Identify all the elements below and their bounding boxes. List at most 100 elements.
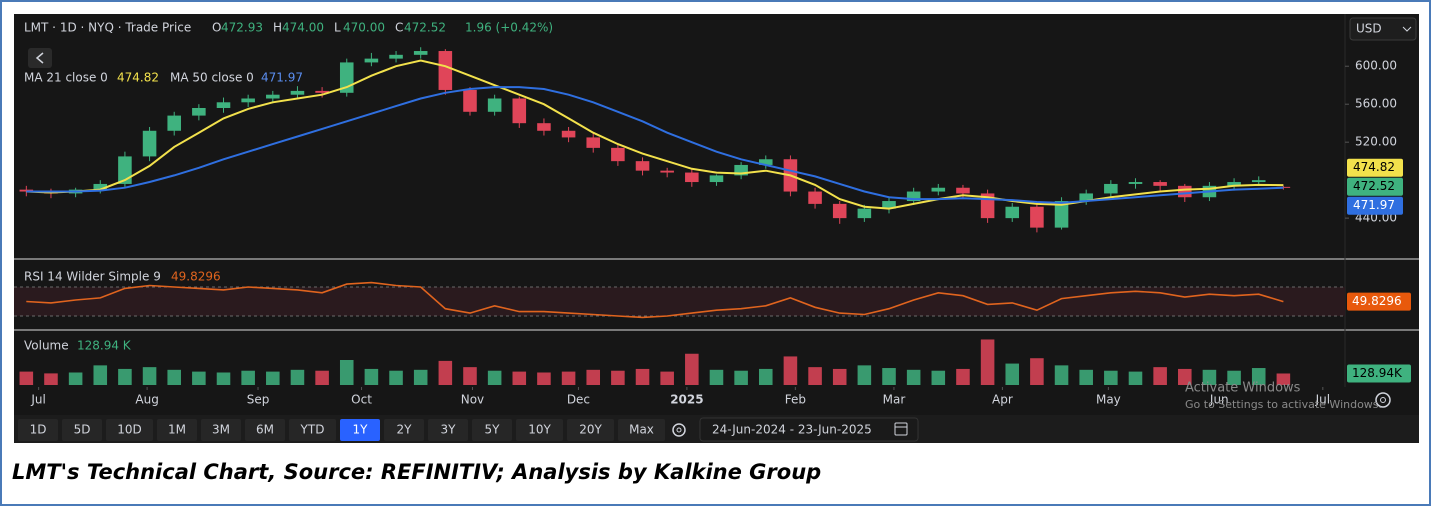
volume-bar [611, 370, 625, 385]
currency-selector[interactable] [1349, 17, 1417, 41]
candle-body [660, 170, 674, 173]
x-tick-label: 2025 [670, 393, 703, 407]
ma-legend-value: 474.82 [117, 71, 159, 85]
volume-bar [734, 370, 748, 385]
range-button[interactable] [428, 419, 468, 441]
range-button[interactable] [62, 419, 102, 441]
range-button-label: YTD [300, 423, 325, 437]
range-button[interactable] [18, 419, 58, 441]
candle-body [956, 187, 970, 194]
ohlc-value: 470.00 [343, 21, 385, 35]
range-button[interactable] [106, 419, 153, 441]
range-button-label: 1D [30, 423, 47, 437]
range-button-label: 20Y [579, 423, 602, 437]
volume-bar [487, 370, 502, 385]
x-tick-label: Nov [461, 393, 484, 407]
candle-body [537, 123, 551, 131]
ma-legend-value: 471.97 [261, 71, 303, 85]
candle-body [931, 187, 946, 192]
ma-legend-name: MA 21 close 0 [24, 71, 108, 85]
collapse-icon [35, 52, 44, 64]
volume-bar [93, 365, 108, 385]
candle-body [709, 175, 724, 183]
volume-bar [19, 371, 34, 385]
range-button-label: 1Y [353, 423, 369, 437]
range-button[interactable] [516, 419, 563, 441]
symbol-label: LMT · 1D · NYQ · Trade Price [24, 21, 191, 35]
volume-bar [315, 370, 329, 385]
axis-settings-icon[interactable] [1375, 392, 1391, 408]
volume-bar [1153, 367, 1167, 385]
toolbar-settings-icon-core [676, 427, 682, 433]
candle-body [364, 58, 379, 63]
candle-body [832, 203, 847, 219]
candle-body [1005, 206, 1020, 219]
volume-bar [1005, 363, 1020, 385]
range-button[interactable] [472, 419, 512, 441]
volume-bar [266, 371, 280, 385]
candle-body [906, 191, 921, 202]
ohlc-prefix: L [334, 21, 341, 35]
candle-body [1227, 182, 1241, 186]
volume-bar [906, 369, 921, 385]
price-badge-label: 471.97 [1353, 198, 1395, 212]
volume-bar [586, 369, 601, 385]
range-button[interactable] [289, 419, 336, 441]
volume-bar [882, 368, 896, 385]
x-tick-label: Dec [567, 393, 590, 407]
candle-body [216, 102, 231, 108]
candle-body [561, 130, 576, 138]
range-button-label: 6M [256, 423, 274, 437]
rsi-legend-name: RSI 14 Wilder Simple 9 [24, 270, 161, 284]
candle-body [1251, 180, 1266, 183]
volume-bar [783, 356, 798, 385]
volume-bar [758, 368, 773, 385]
volume-bar [463, 367, 477, 385]
volume-bar [1054, 365, 1069, 385]
volume-bar [1251, 368, 1266, 385]
volume-bar [956, 368, 970, 385]
range-button[interactable] [618, 419, 665, 441]
rsi-line [26, 281, 1284, 319]
calendar-icon [894, 422, 908, 436]
candle-body [389, 54, 403, 59]
price-badge-label: 472.52 [1353, 179, 1395, 193]
collapse-button[interactable] [28, 48, 52, 68]
x-tick-label: Aug [135, 393, 158, 407]
candle-body [463, 89, 477, 112]
candle-body [734, 164, 748, 176]
date-range-label: 24-Jun-2024 - 23-Jun-2025 [712, 423, 872, 437]
toolbar-settings-icon[interactable] [672, 423, 686, 437]
range-button[interactable] [157, 419, 197, 441]
candle-body [635, 161, 650, 171]
candle-body [512, 98, 527, 124]
range-button[interactable] [340, 419, 380, 441]
x-tick-label: Jul [30, 393, 45, 407]
price-badge [1347, 158, 1403, 177]
range-button[interactable] [384, 419, 424, 441]
volume-bar [537, 372, 551, 385]
candle-body [882, 201, 896, 209]
candle-body [758, 159, 773, 165]
x-tick-label: Mar [883, 393, 906, 407]
volume-legend-name: Volume [24, 339, 69, 353]
range-button-label: 1M [168, 423, 186, 437]
volume-bar [709, 369, 724, 385]
volume-bar [931, 370, 946, 385]
range-button[interactable] [245, 419, 285, 441]
ohlc-prefix: C [395, 21, 403, 35]
volume-bar [512, 371, 527, 385]
volume-bar [68, 372, 83, 385]
volume-bar [1227, 370, 1241, 385]
range-button[interactable] [201, 419, 241, 441]
candle-body [586, 137, 601, 148]
candle-body [1153, 182, 1167, 186]
range-button[interactable] [567, 419, 614, 441]
volume-bar [1030, 358, 1044, 385]
price-badge [1347, 177, 1403, 196]
date-range-box[interactable] [699, 417, 919, 442]
range-button-label: 5Y [485, 423, 501, 437]
y-tick-label: 600.00 [1355, 59, 1397, 73]
